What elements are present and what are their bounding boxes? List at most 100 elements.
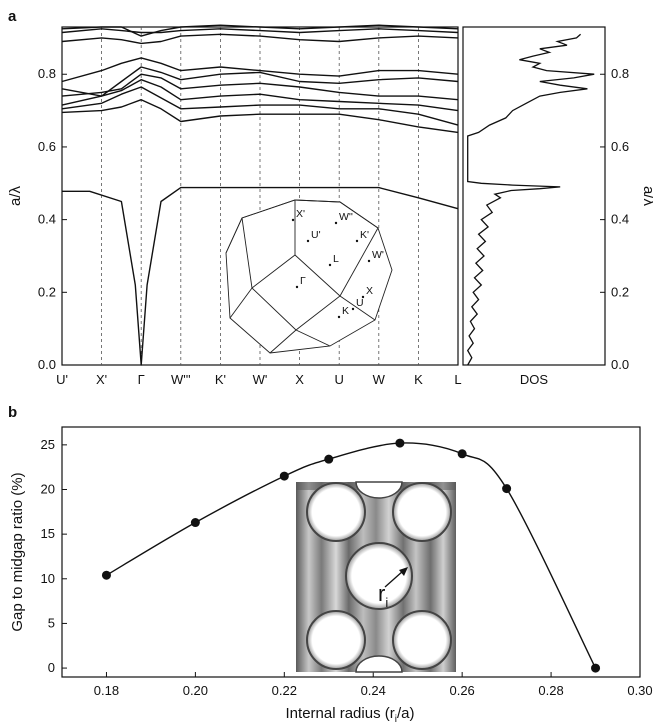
band-line [61, 24, 459, 37]
data-point [279, 471, 289, 481]
gap-x-ticks: 0.18 0.20 0.22 0.24 0.26 0.28 0.30 [94, 672, 653, 698]
bz-point-dot [337, 315, 341, 319]
y-tick-label: 20 [41, 482, 55, 497]
bz-point-label: L [333, 253, 339, 265]
gap-x-axis-label: Internal radius (ri/a) [286, 705, 415, 723]
bz-edge [339, 295, 376, 321]
dos-x-axis-label: DOS [520, 372, 549, 387]
band-y-ticks: 0.0 0.2 0.4 0.6 0.8 [38, 66, 67, 372]
y-tick-label: 10 [41, 571, 55, 586]
data-point [591, 663, 601, 673]
crystal-hole [306, 482, 366, 542]
k-point-label: W [373, 372, 386, 387]
data-point [457, 449, 467, 459]
bz-edge [295, 329, 331, 347]
dos-y-axis-label: a/λ [640, 186, 653, 207]
k-point-label: Γ [138, 372, 145, 387]
x-tick-label: 0.28 [538, 683, 563, 698]
bz-point-label: K [342, 305, 349, 317]
bz-point-dot [334, 221, 338, 225]
k-point-label: K [414, 372, 423, 387]
y-tick-label: 15 [41, 526, 55, 541]
dos-y-ticks: 0.0 0.2 0.4 0.6 0.8 [600, 66, 629, 372]
crystal-hole [392, 610, 452, 670]
gap-data-points [101, 438, 601, 673]
radius-label: ri [378, 581, 388, 610]
bz-edge [269, 329, 297, 354]
dos-y-tick-label: 0.0 [611, 357, 629, 372]
bz-point-label: U' [311, 229, 321, 241]
x-tick-label: 0.24 [361, 683, 386, 698]
bz-point-dot [306, 239, 310, 243]
y-tick-label: 0.6 [38, 139, 56, 154]
dos-y-tick-label: 0.4 [611, 212, 629, 227]
y-tick-label: 0.8 [38, 66, 56, 81]
photonic-crystal-inset: ri [296, 481, 456, 673]
k-point-label: W''' [171, 372, 191, 387]
dos-y-tick-label: 0.6 [611, 139, 629, 154]
bz-edge [241, 217, 253, 289]
band-line [61, 73, 459, 101]
band-line [62, 186, 459, 366]
data-point [324, 454, 334, 464]
panel-a-label: a [8, 8, 17, 25]
x-tick-label: 0.22 [272, 683, 297, 698]
dos-plot: 0.0 0.2 0.4 0.6 0.8 DOS a/λ [462, 26, 653, 387]
bz-point-label: U [356, 297, 364, 309]
x-tick-label: 0.20 [183, 683, 208, 698]
data-point [502, 484, 512, 494]
k-point-label: W' [253, 372, 268, 387]
y-tick-label: 0.4 [38, 212, 56, 227]
dos-curve [466, 33, 595, 366]
data-point [101, 570, 111, 580]
brillouin-zone-inset: X' W'' U' K' L W' Γ UX K [225, 199, 393, 354]
x-tick-label: 0.26 [449, 683, 474, 698]
y-tick-label: 0 [48, 660, 55, 675]
crystal-hole [306, 610, 366, 670]
y-tick-label: 0.0 [38, 357, 56, 372]
band-line [61, 99, 459, 134]
band-line [61, 79, 459, 112]
gap-ratio-plot: 0.18 0.20 0.22 0.24 0.26 0.28 0.30 0 5 10 15 20 25 [9, 426, 653, 723]
band-line [61, 86, 459, 126]
dos-y-tick-label: 0.2 [611, 284, 629, 299]
bz-point-dot [355, 239, 359, 243]
radius-arrow [384, 570, 404, 588]
bz-point-label: Γ [300, 275, 306, 287]
band-line [61, 66, 459, 97]
bz-point-label: W'' [339, 211, 353, 223]
bz-point-dot [291, 218, 295, 222]
k-point-label: L [454, 372, 461, 387]
x-tick-label: 0.30 [627, 683, 652, 698]
bz-point-labels: X' W'' U' K' L W' Γ UX K [291, 208, 384, 319]
bz-edge [229, 287, 253, 319]
x-tick-label: 0.18 [94, 683, 119, 698]
crystal-hole [392, 482, 452, 542]
band-k-point-labels: U' X' Γ W''' K' W' X U W K L [56, 372, 462, 387]
radius-arrow-head [399, 567, 408, 576]
k-point-label: K' [215, 372, 226, 387]
gap-y-axis-label: Gap to midgap ratio (%) [9, 472, 26, 631]
bz-point-dot [295, 285, 299, 289]
crystal-hole [345, 542, 413, 610]
data-point [395, 438, 405, 448]
k-point-label: U' [56, 372, 68, 387]
panel-b-label: b [8, 404, 17, 421]
dos-y-tick-label: 0.8 [611, 66, 629, 81]
bz-point-label: W' [372, 249, 384, 261]
band-lines [61, 24, 459, 366]
gap-plot-frame [61, 426, 641, 678]
k-point-label: X [295, 372, 304, 387]
bz-point-dot [367, 259, 371, 263]
bz-point-label: K' [360, 229, 369, 241]
crystal-half-hole [355, 655, 403, 673]
y-tick-label: 25 [41, 437, 55, 452]
bz-point-dot [351, 307, 355, 311]
band-structure-plot: 0.00.20.40.60.8 U' X' Γ W''' K' W' X U W K L a/λ X… [7, 24, 462, 387]
y-tick-label: 0.2 [38, 284, 56, 299]
y-tick-label: 5 [48, 615, 55, 630]
k-point-label: X' [96, 372, 107, 387]
bz-point-dot [361, 295, 365, 299]
dos-plot-frame [462, 26, 606, 366]
